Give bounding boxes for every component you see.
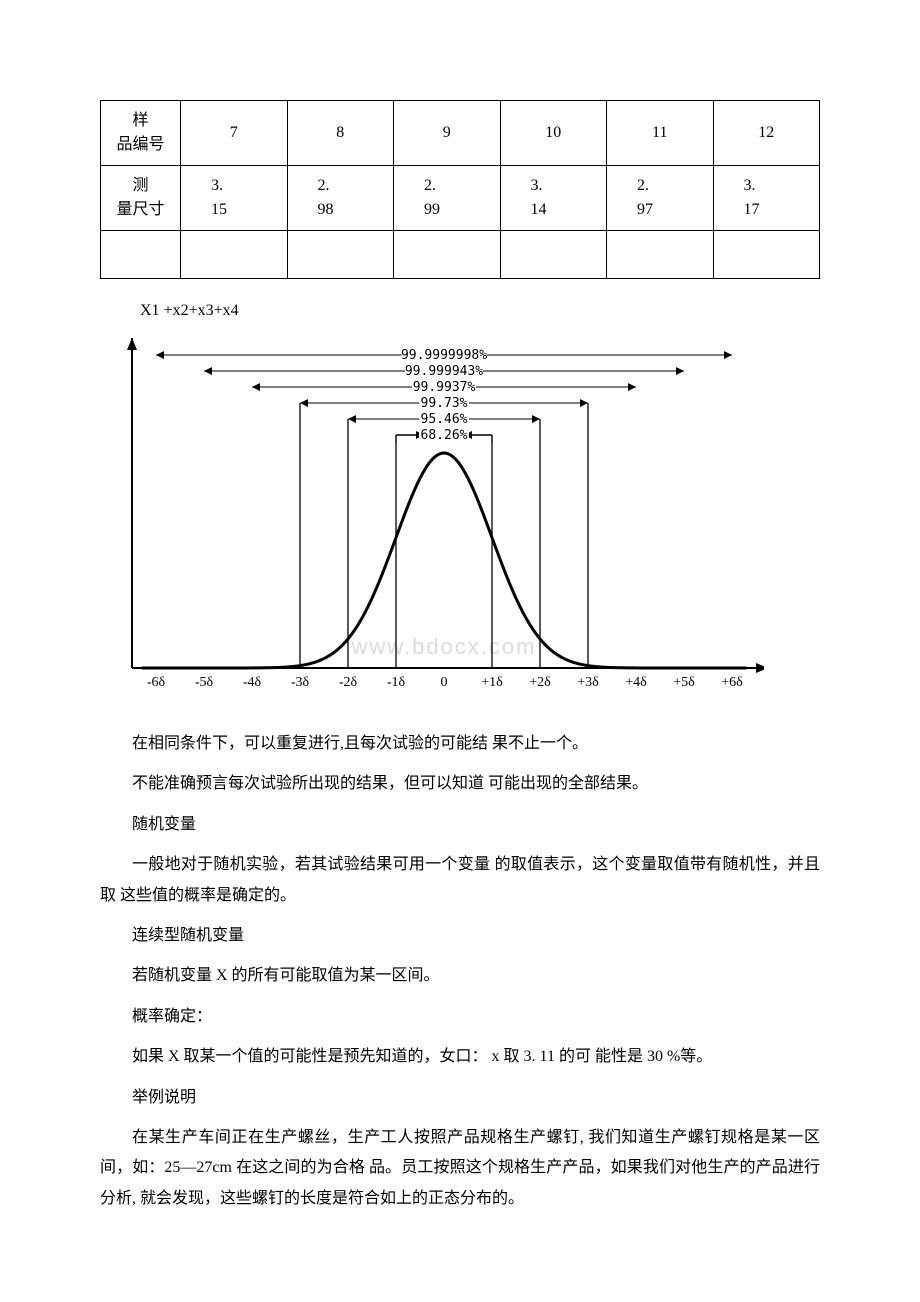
svg-text:99.9937%: 99.9937% xyxy=(413,380,476,395)
normal-distribution-chart: www.bdocx.com 99.9999998%99.999943%99.993… xyxy=(124,333,796,711)
col-header: 8 xyxy=(287,101,394,166)
paragraph: 一般地对于随机实验，若其试验结果可用一个变量 的取值表示，这个变量取值带有随机性… xyxy=(100,850,820,911)
paragraph: 不能准确预言每次试验所出现的结果，但可以知道 可能出现的全部结果。 xyxy=(100,769,820,799)
formula-text: X1 +x2+x3+x4 xyxy=(140,299,820,323)
bell-curve-svg: www.bdocx.com 99.9999998%99.999943%99.993… xyxy=(124,333,764,703)
table-row: 测量尺寸 3.15 2.98 2.99 3.14 2.97 3.17 xyxy=(101,166,820,231)
svg-text:+5δ: +5δ xyxy=(673,675,695,690)
svg-text:-3δ: -3δ xyxy=(291,675,310,690)
svg-text:-5δ: -5δ xyxy=(195,675,214,690)
svg-text:99.9999998%: 99.9999998% xyxy=(401,348,487,363)
table-row: 样品编号 7 8 9 10 11 12 xyxy=(101,101,820,166)
svg-text:95.46%: 95.46% xyxy=(421,412,468,427)
empty-cell xyxy=(394,231,501,279)
table-row xyxy=(101,231,820,279)
paragraph: 若随机变量 X 的所有可能取值为某一区间。 xyxy=(100,961,820,991)
paragraph: 概率确定： xyxy=(100,1002,820,1032)
data-cell: 2.97 xyxy=(607,166,714,231)
svg-text:0: 0 xyxy=(441,675,448,690)
svg-text:68.26%: 68.26% xyxy=(421,428,468,443)
col-header: 9 xyxy=(394,101,501,166)
svg-text:www.bdocx.com: www.bdocx.com xyxy=(351,634,537,659)
svg-text:+3δ: +3δ xyxy=(577,675,599,690)
svg-text:-1δ: -1δ xyxy=(387,675,406,690)
row-header: 样品编号 xyxy=(101,101,181,166)
empty-cell xyxy=(500,231,607,279)
svg-text:+1δ: +1δ xyxy=(481,675,503,690)
paragraph: 如果 X 取某一个值的可能性是预先知道的，女口： x 取 3. 11 的可 能性… xyxy=(100,1042,820,1072)
data-cell: 3.14 xyxy=(500,166,607,231)
svg-text:99.999943%: 99.999943% xyxy=(405,364,483,379)
empty-cell xyxy=(101,231,181,279)
col-header: 7 xyxy=(181,101,288,166)
paragraph: 在相同条件下，可以重复进行,且每次试验的可能结 果不止一个。 xyxy=(100,729,820,759)
data-cell: 2.99 xyxy=(394,166,501,231)
svg-text:+4δ: +4δ xyxy=(625,675,647,690)
col-header: 10 xyxy=(500,101,607,166)
empty-cell xyxy=(181,231,288,279)
paragraph: 举例说明 xyxy=(100,1083,820,1113)
svg-text:-6δ: -6δ xyxy=(147,675,166,690)
col-header: 11 xyxy=(607,101,714,166)
paragraph: 随机变量 xyxy=(100,810,820,840)
data-cell: 3.17 xyxy=(713,166,820,231)
sample-table: 样品编号 7 8 9 10 11 12 测量尺寸 3.15 2.98 2.99 … xyxy=(100,100,820,279)
svg-text:-2δ: -2δ xyxy=(339,675,358,690)
empty-cell xyxy=(713,231,820,279)
svg-text:+6δ: +6δ xyxy=(721,675,743,690)
empty-cell xyxy=(607,231,714,279)
paragraph: 在某生产车间正在生产螺丝，生产工人按照产品规格生产螺钉, 我们知道生产螺钉规格是… xyxy=(100,1123,820,1214)
empty-cell xyxy=(287,231,394,279)
col-header: 12 xyxy=(713,101,820,166)
paragraph: 连续型随机变量 xyxy=(100,921,820,951)
svg-text:+2δ: +2δ xyxy=(529,675,551,690)
data-cell: 2.98 xyxy=(287,166,394,231)
row-header: 测量尺寸 xyxy=(101,166,181,231)
svg-text:99.73%: 99.73% xyxy=(421,396,468,411)
svg-text:-4δ: -4δ xyxy=(243,675,262,690)
data-cell: 3.15 xyxy=(181,166,288,231)
